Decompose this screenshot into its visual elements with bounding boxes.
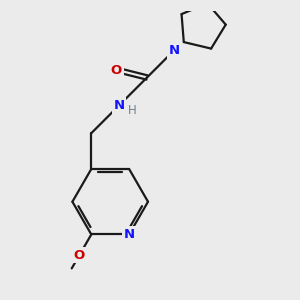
Text: O: O	[74, 249, 85, 262]
Text: H: H	[128, 103, 137, 117]
Text: N: N	[114, 99, 125, 112]
Text: O: O	[111, 64, 122, 77]
Text: N: N	[169, 44, 180, 57]
Text: N: N	[124, 228, 135, 241]
